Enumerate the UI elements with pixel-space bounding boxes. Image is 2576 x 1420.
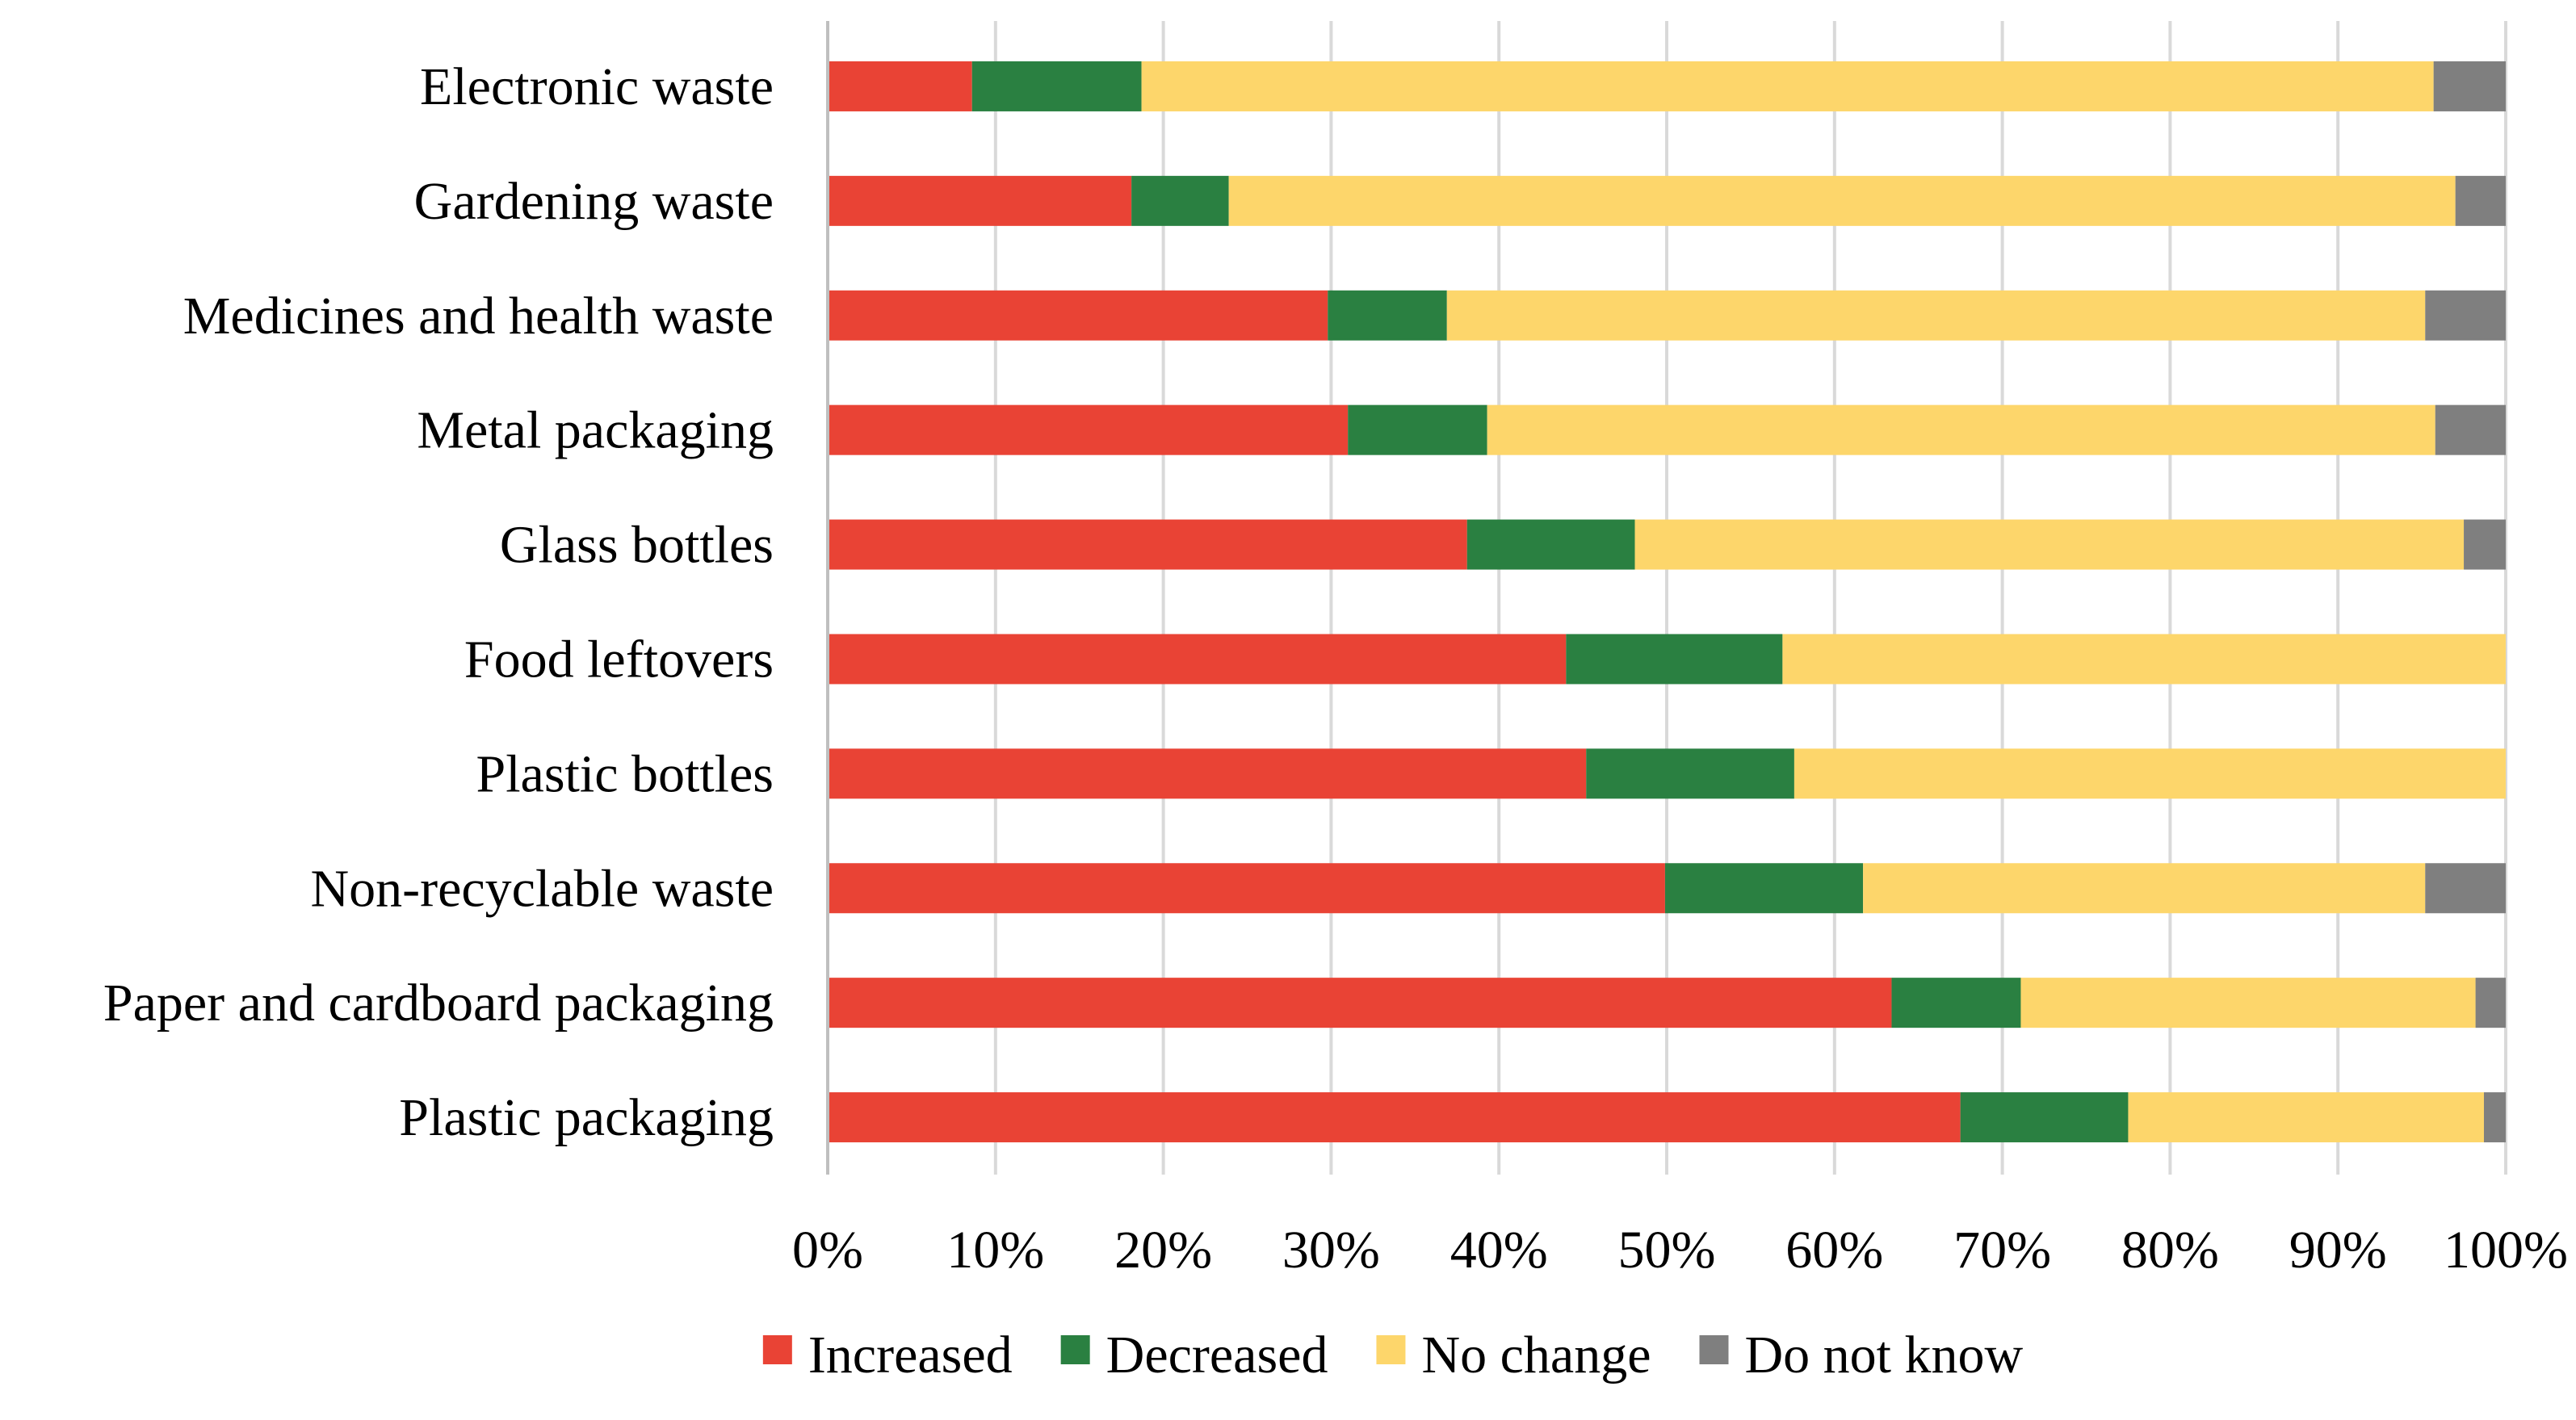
category-label: Electronic waste xyxy=(420,57,774,116)
bar-do-not-know-gardening-waste xyxy=(2455,175,2506,226)
bar-increased-plastic-bottles xyxy=(828,748,1587,799)
x-tick-label: 100% xyxy=(2444,1221,2568,1280)
bar-increased-electronic-waste xyxy=(828,61,972,111)
category-label: Glass bottles xyxy=(500,516,774,575)
bar-row-food-leftovers xyxy=(828,634,2506,685)
bar-increased-plastic-packaging xyxy=(828,1092,1961,1143)
bar-decreased-plastic-packaging xyxy=(1960,1092,2129,1143)
bar-row-plastic-packaging xyxy=(828,1092,2506,1143)
bar-no-change-paper-and-cardboard-packaging xyxy=(2020,978,2476,1028)
x-tick-label: 10% xyxy=(946,1221,1044,1280)
bar-increased-medicines-and-health-waste xyxy=(828,290,1328,341)
bar-decreased-glass-bottles xyxy=(1466,519,1635,570)
bar-decreased-plastic-bottles xyxy=(1586,748,1794,799)
x-tick-label: 20% xyxy=(1114,1221,1212,1280)
legend-label: Increased xyxy=(808,1326,1013,1384)
category-label: Plastic packaging xyxy=(399,1088,774,1147)
legend-item-increased: Increased xyxy=(762,1326,1013,1384)
bar-decreased-medicines-and-health-waste xyxy=(1328,290,1447,341)
legend: Increased Decreased No change Do not know xyxy=(762,1326,2024,1384)
x-tick-label: 40% xyxy=(1450,1221,1548,1280)
category-label: Paper and cardboard packaging xyxy=(103,974,774,1033)
bar-no-change-plastic-packaging xyxy=(2128,1092,2484,1143)
bar-do-not-know-non-recyclable-waste xyxy=(2425,863,2506,914)
legend-label: Decreased xyxy=(1106,1326,1328,1384)
bar-decreased-metal-packaging xyxy=(1348,404,1487,455)
bar-do-not-know-metal-packaging xyxy=(2435,404,2506,455)
category-label: Gardening waste xyxy=(414,172,774,231)
bar-no-change-metal-packaging xyxy=(1487,404,2435,455)
bar-no-change-glass-bottles xyxy=(1634,519,2465,570)
legend-swatch xyxy=(1060,1335,1090,1364)
legend-item-do-not-know: Do not know xyxy=(1699,1326,2024,1384)
bar-row-gardening-waste xyxy=(828,175,2506,226)
bar-row-electronic-waste xyxy=(828,61,2506,111)
bar-decreased-paper-and-cardboard-packaging xyxy=(1891,978,2021,1028)
legend-swatch xyxy=(762,1335,792,1364)
bar-do-not-know-electronic-waste xyxy=(2433,61,2506,111)
bar-do-not-know-paper-and-cardboard-packaging xyxy=(2475,978,2506,1028)
x-tick-label: 50% xyxy=(1618,1221,1716,1280)
bar-no-change-food-leftovers xyxy=(1782,634,2506,685)
category-labels: Electronic waste Gardening waste Medicines… xyxy=(103,57,774,1147)
legend-swatch xyxy=(1699,1335,1729,1364)
category-label: Plastic bottles xyxy=(476,744,774,803)
bar-increased-food-leftovers xyxy=(828,634,1567,685)
bar-no-change-medicines-and-health-waste xyxy=(1446,290,2426,341)
bar-decreased-food-leftovers xyxy=(1566,634,1783,685)
x-tick-label: 70% xyxy=(1953,1221,2051,1280)
bar-do-not-know-medicines-and-health-waste xyxy=(2425,290,2506,341)
bar-no-change-gardening-waste xyxy=(1228,175,2456,226)
bar-no-change-plastic-bottles xyxy=(1794,748,2506,799)
bar-increased-glass-bottles xyxy=(828,519,1467,570)
bar-decreased-electronic-waste xyxy=(971,61,1142,111)
x-tick-label: 30% xyxy=(1282,1221,1380,1280)
legend-label: Do not know xyxy=(1745,1326,2024,1384)
bar-decreased-non-recyclable-waste xyxy=(1664,863,1864,914)
tick-labels: 0% 10% 20% 30% 40% 50% 60% 70% 80% 90% 100% xyxy=(792,1221,2568,1280)
bar-increased-paper-and-cardboard-packaging xyxy=(828,978,1892,1028)
category-label: Food leftovers xyxy=(464,630,774,689)
bar-decreased-gardening-waste xyxy=(1131,175,1229,226)
bar-no-change-electronic-waste xyxy=(1141,61,2434,111)
x-tick-label: 0% xyxy=(792,1221,863,1280)
bar-row-glass-bottles xyxy=(828,519,2506,570)
category-label: Medicines and health waste xyxy=(183,287,774,346)
bar-row-non-recyclable-waste xyxy=(828,863,2506,914)
bar-row-medicines-and-health-waste xyxy=(828,290,2506,341)
x-tick-label: 90% xyxy=(2289,1221,2387,1280)
bar-row-plastic-bottles xyxy=(828,748,2506,799)
category-label: Non-recyclable waste xyxy=(310,859,774,918)
bar-no-change-non-recyclable-waste xyxy=(1863,863,2426,914)
legend-item-no-change: No change xyxy=(1376,1326,1651,1384)
legend-swatch xyxy=(1376,1335,1406,1364)
legend-label: No change xyxy=(1421,1326,1651,1384)
category-label: Metal packaging xyxy=(417,401,774,460)
bar-increased-metal-packaging xyxy=(828,404,1349,455)
bar-do-not-know-glass-bottles xyxy=(2464,519,2506,570)
bar-increased-gardening-waste xyxy=(828,175,1132,226)
bar-do-not-know-plastic-packaging xyxy=(2483,1092,2506,1143)
bars xyxy=(828,61,2506,1143)
bar-increased-non-recyclable-waste xyxy=(828,863,1665,914)
x-tick-label: 60% xyxy=(1785,1221,1883,1280)
bar-row-metal-packaging xyxy=(828,404,2506,455)
bar-row-paper-and-cardboard-packaging xyxy=(828,978,2506,1028)
x-tick-label: 80% xyxy=(2121,1221,2219,1280)
legend-item-decreased: Decreased xyxy=(1060,1326,1328,1384)
